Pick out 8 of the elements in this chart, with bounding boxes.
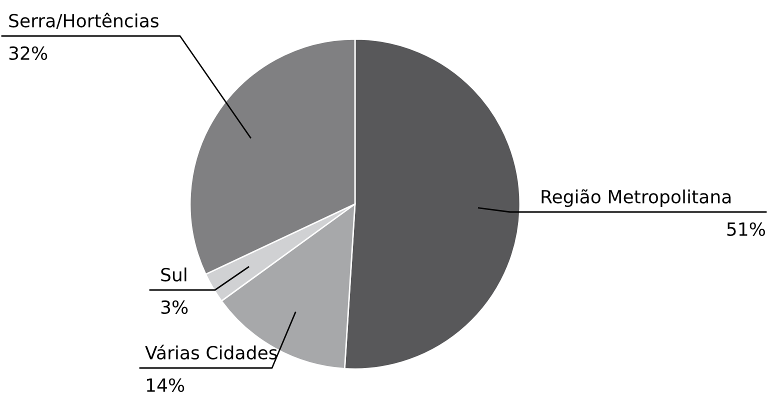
data-label: 32% xyxy=(9,46,48,60)
data-label: 14% xyxy=(146,378,184,392)
data-label: 51% xyxy=(727,222,766,236)
slice-label: Serra/Hortências xyxy=(9,12,158,29)
slice-label: Região Metropolitana xyxy=(542,189,731,207)
slice-label: Sul xyxy=(161,268,186,282)
data-label: 3% xyxy=(161,300,188,314)
slice-label: Várias Cidades xyxy=(145,344,277,360)
